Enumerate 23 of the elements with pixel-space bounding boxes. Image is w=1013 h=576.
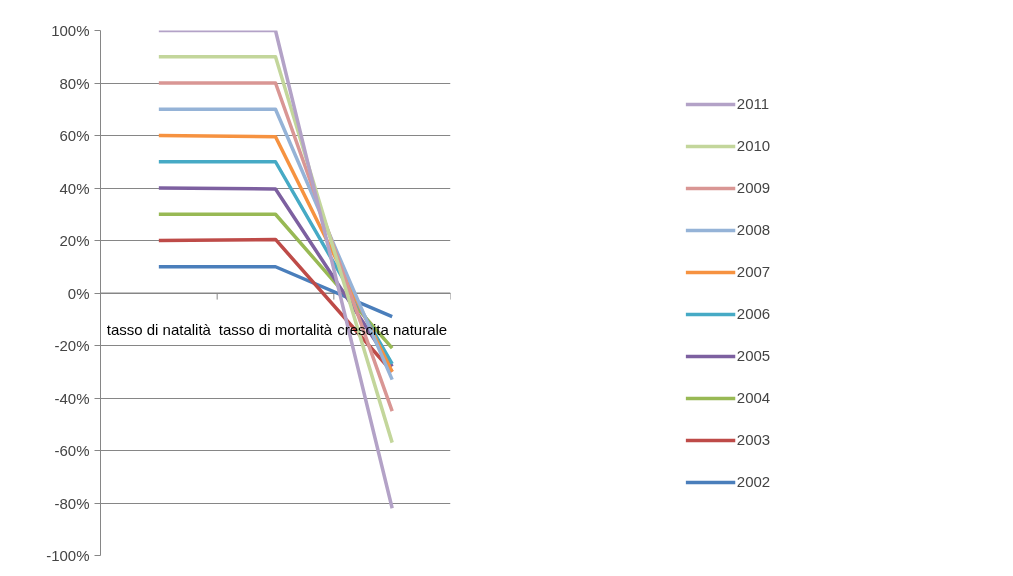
y-tick-label: -80%: [54, 494, 90, 512]
y-tick-label: -40%: [54, 389, 90, 407]
legend-label: 2007: [736, 263, 771, 280]
x-tick-label: tasso di natalità: [106, 321, 212, 338]
y-tick-label: 40%: [59, 179, 90, 197]
legend-label: 2002: [736, 473, 771, 490]
y-tick-label: -100%: [46, 547, 90, 564]
y-tick-label: 20%: [59, 232, 90, 249]
y-tick-label: -20%: [54, 337, 90, 354]
legend-label: 2006: [736, 305, 771, 322]
legend-label: 2010: [736, 137, 771, 154]
legend-label: 2004: [736, 389, 771, 406]
y-tick-label: 60%: [59, 127, 90, 144]
y-tick-label: -60%: [54, 442, 90, 459]
legend-label: 2005: [736, 347, 771, 364]
legend-label: 2008: [736, 221, 771, 238]
legend-label: 2003: [736, 431, 771, 448]
legend-label: 2009: [736, 179, 771, 196]
x-tick-label: tasso di mortalità: [218, 321, 333, 338]
y-tick-label: 0%: [67, 284, 90, 302]
y-tick-label: 80%: [59, 74, 90, 92]
y-tick-label: 100%: [51, 22, 90, 39]
legend-label: 2011: [736, 95, 770, 112]
